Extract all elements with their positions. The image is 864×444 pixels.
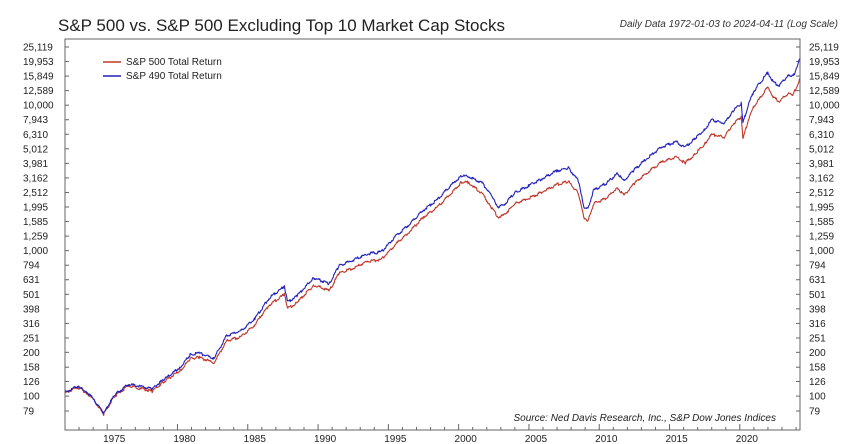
y-tick-label-right: 1,000 [809,246,834,257]
legend-label-sp490: S&P 490 Total Return [126,71,222,82]
series-lines [64,58,801,417]
y-tick-label-left: 12,589 [23,86,54,97]
x-tick-label: 2020 [736,434,759,444]
y-tick-label-left: 398 [23,304,40,315]
y-tick-label-left: 631 [23,275,40,286]
y-tick-label-right: 25,119 [809,43,839,54]
x-tick-label: 2015 [665,434,688,444]
x-tick-label: 2000 [455,434,478,444]
y-tick-label-right: 316 [809,319,826,330]
y-tick-label-left: 7,943 [23,115,48,126]
y-tick-label-right: 12,589 [809,86,840,97]
y-tick-label-right: 398 [809,304,826,315]
legend-label-sp500: S&P 500 Total Return [126,57,222,68]
series-line-sp500 [64,78,801,417]
y-tick-label-right: 1,585 [809,217,834,228]
y-tick-label-right: 7,943 [809,115,834,126]
y-tick-label-right: 1,995 [809,203,834,214]
y-tick-label-right: 3,981 [809,159,834,170]
y-tick-label-left: 316 [23,319,40,330]
y-tick-label-right: 501 [809,290,826,301]
y-tick-label-right: 5,012 [809,144,834,155]
y-tick-label-left: 6,310 [23,130,48,141]
y-tick-label-left: 251 [23,333,40,344]
x-tick-label: 1995 [384,434,407,444]
y-tick-label-left: 2,512 [23,188,48,199]
y-tick-label-left: 5,012 [23,144,48,155]
y-tick-label-right: 79 [809,407,821,418]
y-tick-label-right: 3,162 [809,173,834,184]
legend: S&P 500 Total Return S&P 490 Total Retur… [103,57,222,82]
chart-title: S&P 500 vs. S&P 500 Excluding Top 10 Mar… [58,16,505,35]
y-tick-label-right: 794 [809,261,826,272]
y-tick-label-right: 251 [809,333,826,344]
x-tick-label: 2010 [595,434,618,444]
y-tick-label-left: 794 [23,261,40,272]
y-tick-label-left: 10,000 [23,101,54,112]
x-tick-label: 1985 [244,434,267,444]
y-tick-label-left: 158 [23,363,40,374]
chart-subtitle: Daily Data 1972-01-03 to 2024-04-11 (Log… [620,19,838,30]
y-tick-label-right: 6,310 [809,130,834,141]
x-axis: 1975 1980 1985 1990 1995 2000 2005 2010 2015 2020 [64,424,797,444]
y-tick-label-right: 158 [809,363,826,374]
y-tick-label-left: 100 [23,392,40,403]
y-tick-label-left: 19,953 [23,57,54,68]
y-axis-right: 25,119 19,953 15,849 12,589 10,000 7,943 6,310… [796,43,840,418]
y-tick-label-left: 15,849 [23,72,54,83]
y-axis-left: 25,119 19,953 15,849 12,589 10,000 7,943 6,310… [23,43,69,418]
y-tick-label-right: 19,953 [809,57,840,68]
y-tick-label-right: 1,259 [809,232,834,243]
y-tick-label-left: 1,000 [23,246,48,257]
x-tick-label: 1980 [173,434,196,444]
y-tick-label-left: 200 [23,348,40,359]
y-tick-label-left: 1,585 [23,217,48,228]
x-tick-label: 1975 [103,434,126,444]
series-line-sp490 [64,58,801,415]
source-note: Source: Ned Davis Research, Inc., S&P Do… [513,413,776,424]
y-tick-label-right: 100 [809,392,826,403]
y-tick-label-left: 79 [23,407,35,418]
y-tick-label-left: 25,119 [23,43,53,54]
y-tick-label-right: 2,512 [809,188,834,199]
plot-frame [64,38,801,431]
y-tick-label-left: 1,259 [23,232,48,243]
y-tick-label-right: 631 [809,275,826,286]
y-tick-label-right: 126 [809,377,826,388]
y-tick-label-right: 15,849 [809,72,840,83]
y-tick-label-left: 126 [23,377,40,388]
y-tick-label-left: 3,981 [23,159,48,170]
x-tick-label: 2005 [525,434,548,444]
x-tick-label: 1990 [314,434,337,444]
y-tick-label-left: 501 [23,290,40,301]
y-tick-label-right: 200 [809,348,826,359]
y-tick-label-right: 10,000 [809,101,840,112]
y-tick-label-left: 3,162 [23,173,48,184]
y-tick-label-left: 1,995 [23,203,48,214]
